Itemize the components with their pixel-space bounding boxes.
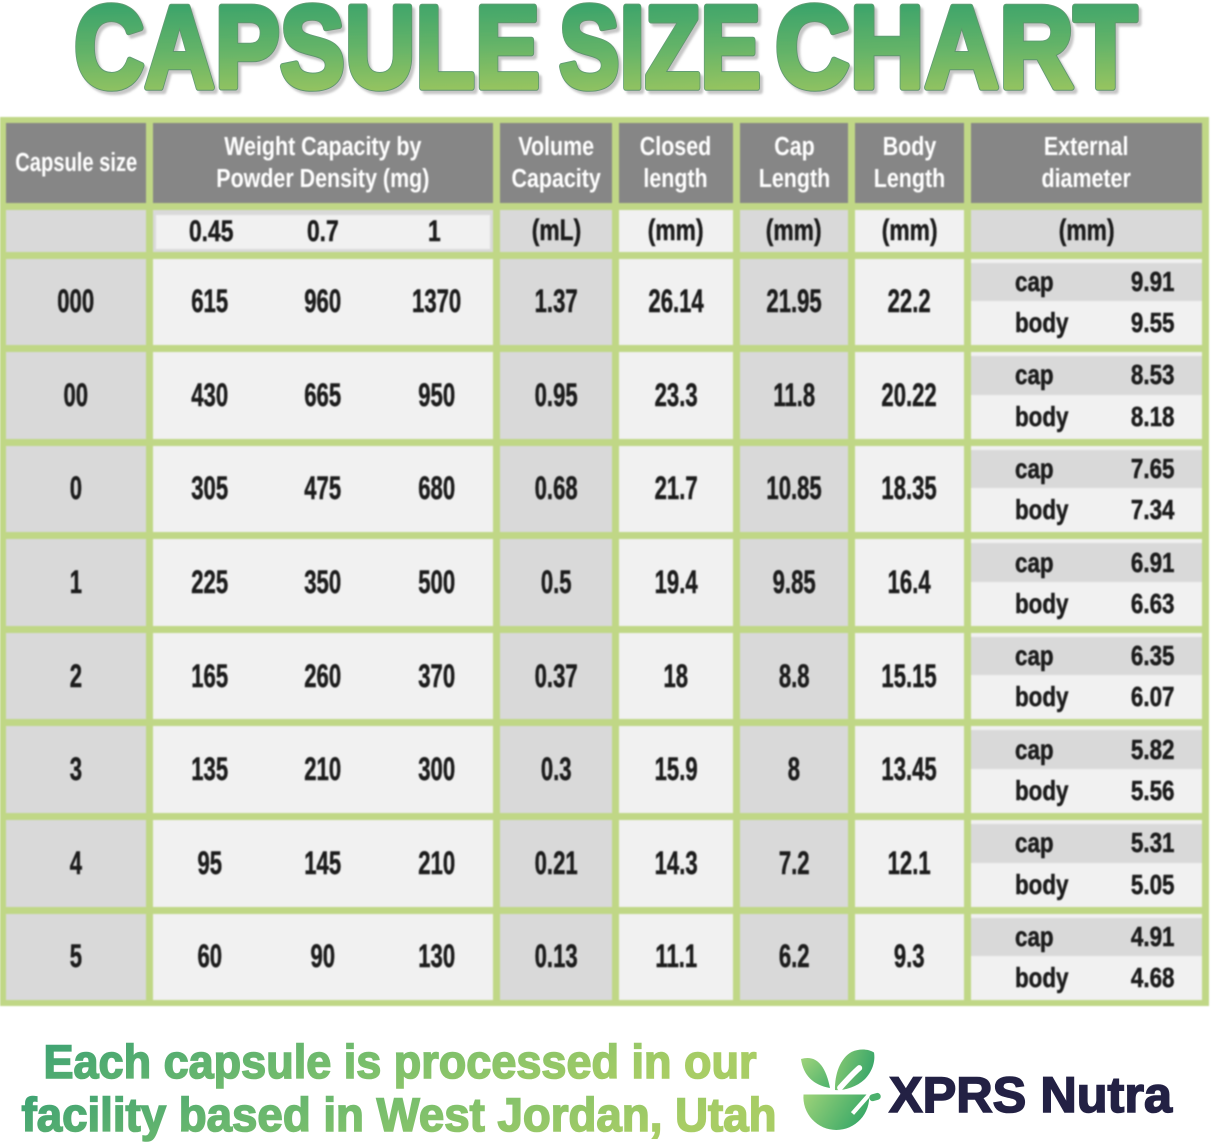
svg-text:SIZE: SIZE (559, 0, 761, 113)
svg-text:CAPSULE: CAPSULE (74, 0, 540, 113)
svg-text:Each capsule is processed in o: Each capsule is processed in our (44, 1035, 757, 1088)
svg-text:SIZE: SIZE (559, 0, 761, 113)
svg-text:XPRS Nutra: XPRS Nutra (889, 1066, 1173, 1123)
svg-text:facility based in West Jordan,: facility based in West Jordan, Utah (22, 1088, 777, 1141)
svg-text:CHART: CHART (775, 0, 1137, 113)
svg-text:CHART: CHART (775, 0, 1137, 113)
svg-text:CAPSULE: CAPSULE (74, 0, 540, 113)
